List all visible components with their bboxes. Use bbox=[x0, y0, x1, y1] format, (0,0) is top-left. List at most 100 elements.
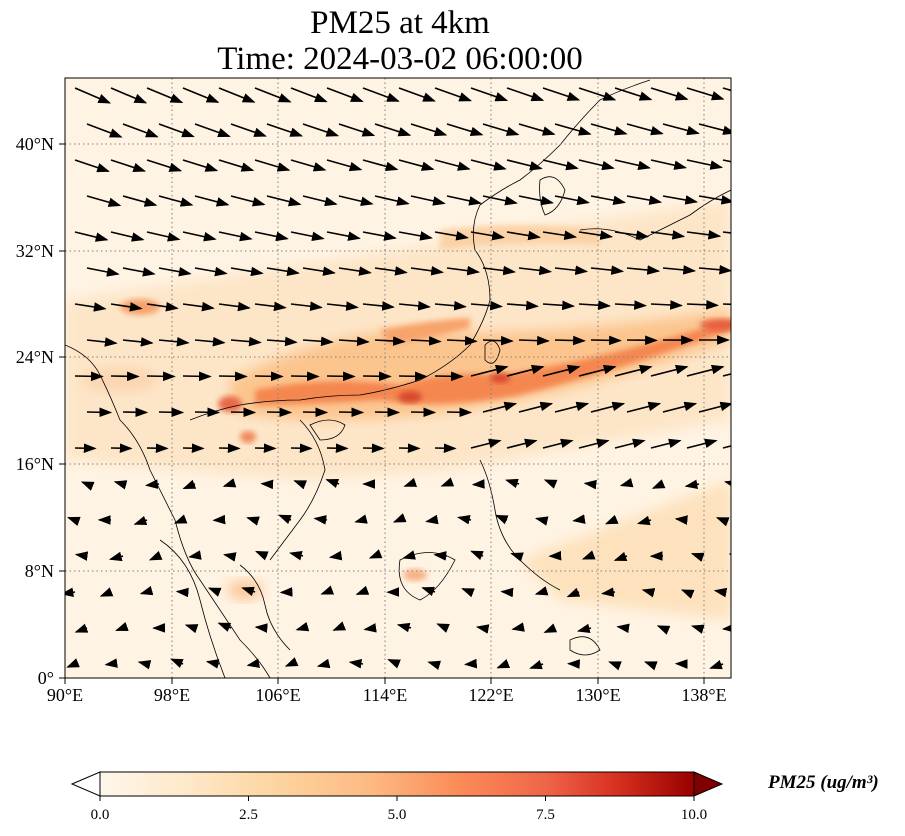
wind-arrow bbox=[182, 371, 212, 382]
wind-arrow bbox=[122, 267, 156, 277]
wind-arrow bbox=[80, 481, 95, 491]
wind-arrow bbox=[656, 625, 671, 635]
wind-arrow bbox=[254, 159, 291, 172]
wind-arrow bbox=[392, 513, 407, 523]
wind-arrow bbox=[326, 301, 359, 311]
wind-arrow bbox=[506, 230, 541, 241]
wind-arrow bbox=[614, 438, 646, 449]
lon-tick-label: 98°E bbox=[154, 685, 190, 705]
wind-arrow bbox=[254, 87, 292, 103]
wind-arrow bbox=[470, 300, 503, 311]
wind-arrow bbox=[542, 300, 575, 311]
wind-arrow bbox=[194, 407, 221, 418]
wind-arrow bbox=[436, 623, 450, 633]
wind-arrow bbox=[643, 661, 658, 671]
wind-arrow bbox=[74, 159, 110, 173]
wind-arrow bbox=[362, 231, 397, 241]
wind-arrow bbox=[518, 401, 554, 413]
wind-arrow bbox=[590, 401, 626, 413]
wind-arrow bbox=[425, 514, 439, 525]
wind-arrow bbox=[506, 87, 545, 102]
lat-tick-label: 0° bbox=[38, 668, 54, 688]
wind-arrow bbox=[266, 266, 300, 277]
wind-arrow bbox=[218, 87, 256, 103]
wind-arrow bbox=[662, 195, 699, 205]
wind-arrow bbox=[289, 550, 304, 561]
wind-arrow bbox=[328, 550, 343, 561]
wind-arrow bbox=[680, 589, 695, 599]
wind-arrow bbox=[65, 587, 76, 598]
wind-arrow bbox=[446, 336, 478, 346]
lon-tick-label: 122°E bbox=[468, 685, 513, 705]
wind-arrow bbox=[410, 336, 442, 346]
gridlines bbox=[65, 78, 731, 678]
colorbar-tick-label: 10.0 bbox=[681, 807, 707, 823]
map-title-line1: PM25 at 4km bbox=[310, 5, 490, 41]
map-title-line2: Time: 2024-03-02 06:00:00 bbox=[217, 41, 583, 77]
wind-arrow bbox=[194, 336, 226, 347]
wind-arrow bbox=[241, 586, 256, 597]
wind-arrow bbox=[590, 123, 628, 136]
wind-arrow bbox=[99, 587, 114, 597]
wind-arrow bbox=[194, 123, 231, 138]
wind-arrow bbox=[650, 230, 686, 240]
wind-arrow bbox=[496, 659, 511, 669]
longitude-labels: 90°E 98°E 106°E 114°E 122°E 130°E 138°E bbox=[47, 685, 727, 705]
wind-arrow bbox=[554, 265, 589, 276]
tick-marks bbox=[59, 143, 705, 684]
wind-arrow bbox=[158, 266, 192, 277]
wind-arrow bbox=[482, 123, 520, 136]
wind-arrow bbox=[146, 159, 183, 172]
wind-arrow bbox=[184, 624, 199, 634]
wind-arrow bbox=[158, 195, 194, 207]
wind-arrow bbox=[326, 371, 356, 382]
wind-arrow bbox=[446, 265, 480, 276]
wind-arrow bbox=[534, 516, 549, 526]
wind-arrow bbox=[86, 195, 122, 207]
wind-arrow bbox=[158, 407, 185, 418]
wind-arrow bbox=[735, 268, 767, 271]
wind-arrow bbox=[482, 265, 516, 276]
wind-arrow bbox=[230, 266, 264, 277]
wind-arrow bbox=[722, 303, 731, 306]
wind-arrow bbox=[650, 300, 683, 310]
colorbar-high-extend bbox=[693, 771, 724, 797]
wind-arrow bbox=[572, 514, 586, 524]
wind-arrow bbox=[74, 231, 109, 242]
wind-arrow bbox=[362, 159, 399, 172]
wind-arrow bbox=[122, 337, 154, 347]
lon-tick-label: 114°E bbox=[363, 685, 408, 705]
wind-arrow bbox=[690, 552, 705, 562]
wind-arrow bbox=[684, 479, 700, 490]
wind-arrow bbox=[387, 658, 401, 669]
wind-arrow bbox=[626, 195, 663, 205]
wind-arrow bbox=[182, 231, 217, 242]
wind-arrow bbox=[651, 479, 666, 489]
wind-arrow bbox=[66, 516, 81, 526]
lat-tick-label: 32°N bbox=[16, 241, 54, 261]
wind-arrow bbox=[554, 401, 590, 413]
wind-arrow bbox=[686, 300, 719, 310]
wind-arrow bbox=[290, 371, 320, 382]
wind-arrow bbox=[518, 335, 550, 346]
wind-arrow bbox=[145, 479, 160, 489]
colorbar-tick-label: 5.0 bbox=[388, 807, 407, 823]
wind-arrow bbox=[115, 621, 129, 632]
wind-arrow bbox=[74, 302, 107, 312]
wind-arrow bbox=[86, 267, 120, 277]
wind-arrow bbox=[398, 159, 435, 171]
wind-arrow bbox=[218, 301, 251, 312]
wind-arrow bbox=[325, 478, 340, 489]
wind-arrow bbox=[505, 478, 520, 489]
wind-arrow bbox=[293, 480, 307, 490]
wind-arrow bbox=[698, 264, 731, 275]
wind-arrow bbox=[715, 517, 730, 527]
wind-arrow bbox=[590, 335, 622, 346]
wind-arrow bbox=[542, 230, 578, 241]
wind-arrow bbox=[266, 195, 302, 207]
wind-arrow bbox=[113, 480, 128, 490]
wind-arrow bbox=[578, 87, 617, 101]
colorbar-label: PM25 (ug/m³) bbox=[768, 772, 879, 793]
wind-arrow bbox=[182, 159, 219, 172]
wind-arrow bbox=[230, 195, 266, 207]
